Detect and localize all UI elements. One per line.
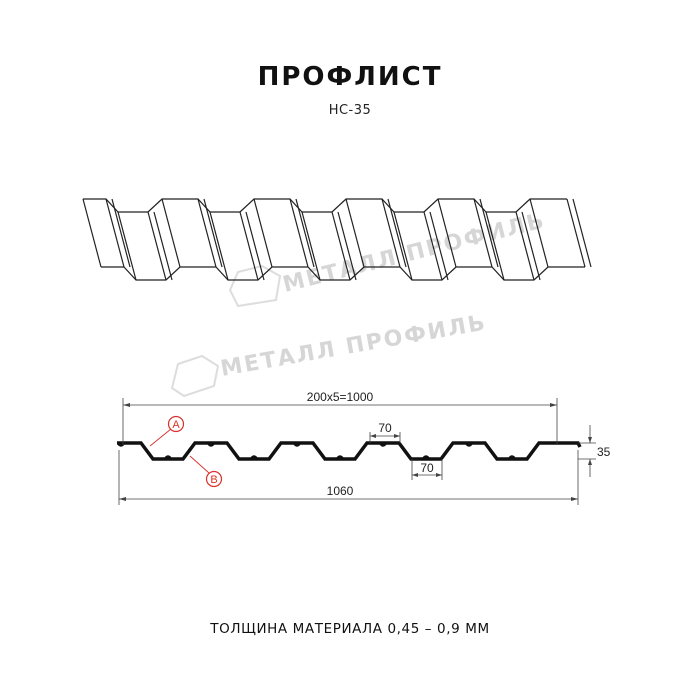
sheet-fold-line (147, 211, 167, 281)
watermark-logo-2: МЕТАЛЛ ПРОФИЛЬ (170, 310, 489, 398)
dim-total-width-label: 1060 (327, 484, 354, 498)
sheet-fold-line (253, 198, 273, 268)
sheet-fold-line (473, 198, 493, 268)
profile-rib (378, 442, 388, 447)
sheet-fold-line (529, 198, 549, 268)
sheet-fold-line (289, 198, 309, 268)
sheet-fold-line (209, 211, 229, 281)
sheet-rib-line (337, 211, 357, 281)
sheet-fold-line (301, 211, 321, 281)
sheet-rib-line (245, 211, 265, 281)
sheet-fold-line (82, 198, 102, 268)
profile-line (117, 441, 582, 461)
sheet-fold-line (345, 198, 365, 268)
sheet-rib-line (111, 198, 131, 268)
sheet-isometric-view (82, 198, 592, 281)
sheet-top-edge (83, 198, 567, 213)
marker-a-label: A (172, 419, 180, 431)
sheet-fold-line (161, 198, 181, 268)
model-label: НС-35 (328, 103, 372, 118)
dim-bottom-flat-label: 70 (420, 461, 434, 475)
cross-section (116, 441, 582, 461)
sheet-rib-line (572, 198, 592, 268)
sheet-rib-line (479, 198, 499, 268)
sheet-bottom-edge (101, 266, 585, 281)
sheet-fold-line (485, 211, 505, 281)
marker-b: B (189, 455, 223, 488)
sheet-rib-line (429, 211, 449, 281)
dim-top-flat-label: 70 (378, 421, 392, 435)
dimension-lines (118, 398, 596, 505)
profile-rib (335, 455, 345, 460)
profile-rib (163, 455, 173, 460)
sheet-rib-line (295, 198, 315, 268)
sheet-fold-line (331, 211, 351, 281)
dimension-arrows (119, 403, 592, 501)
marker-a: A (149, 415, 185, 447)
sheet-fold-line (117, 211, 137, 281)
sheet-fold-line (239, 211, 259, 281)
dim-pitch-label: 200x5=1000 (307, 390, 374, 404)
page-title: ПРОФЛИСТ (257, 62, 443, 92)
sheet-fold-line (423, 211, 443, 281)
sheet-rib-line (521, 211, 541, 281)
profile-rib (292, 442, 302, 447)
sheet-fold-line (515, 211, 535, 281)
watermark-logo-1: МЕТАЛЛ ПРОФИЛЬ (228, 208, 548, 308)
sheet-fold-line (197, 198, 217, 268)
profile-rib (507, 455, 517, 460)
sheet-rib-line (387, 198, 407, 268)
profile-rib (249, 455, 259, 460)
sheet-fold-line (437, 198, 457, 268)
profile-rib (116, 442, 126, 447)
profile-rib (421, 455, 431, 460)
sheet-rib-line (203, 198, 223, 268)
sheet-fold-line (566, 198, 586, 268)
dim-height-label: 35 (597, 445, 611, 459)
sheet-fold-line (105, 198, 125, 268)
material-thickness-note: ТОЛЩИНА МАТЕРИАЛА 0,45 – 0,9 ММ (210, 621, 490, 637)
sheet-fold-line (381, 198, 401, 268)
sheet-fold-line (393, 211, 413, 281)
profile-rib (206, 442, 216, 447)
watermark-text-1: МЕТАЛЛ ПРОФИЛЬ (280, 208, 548, 297)
watermark-text-2: МЕТАЛЛ ПРОФИЛЬ (219, 310, 489, 381)
profile-rib (464, 442, 474, 447)
sheet-rib-line (153, 211, 173, 281)
marker-b-label: B (210, 474, 217, 486)
